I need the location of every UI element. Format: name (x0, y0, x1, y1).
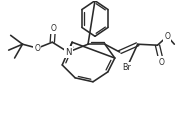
Text: Br: Br (122, 64, 131, 72)
Text: O: O (35, 44, 40, 53)
Text: O: O (159, 58, 164, 66)
Text: N: N (65, 48, 71, 57)
Text: O: O (165, 32, 170, 41)
Text: O: O (50, 24, 56, 33)
